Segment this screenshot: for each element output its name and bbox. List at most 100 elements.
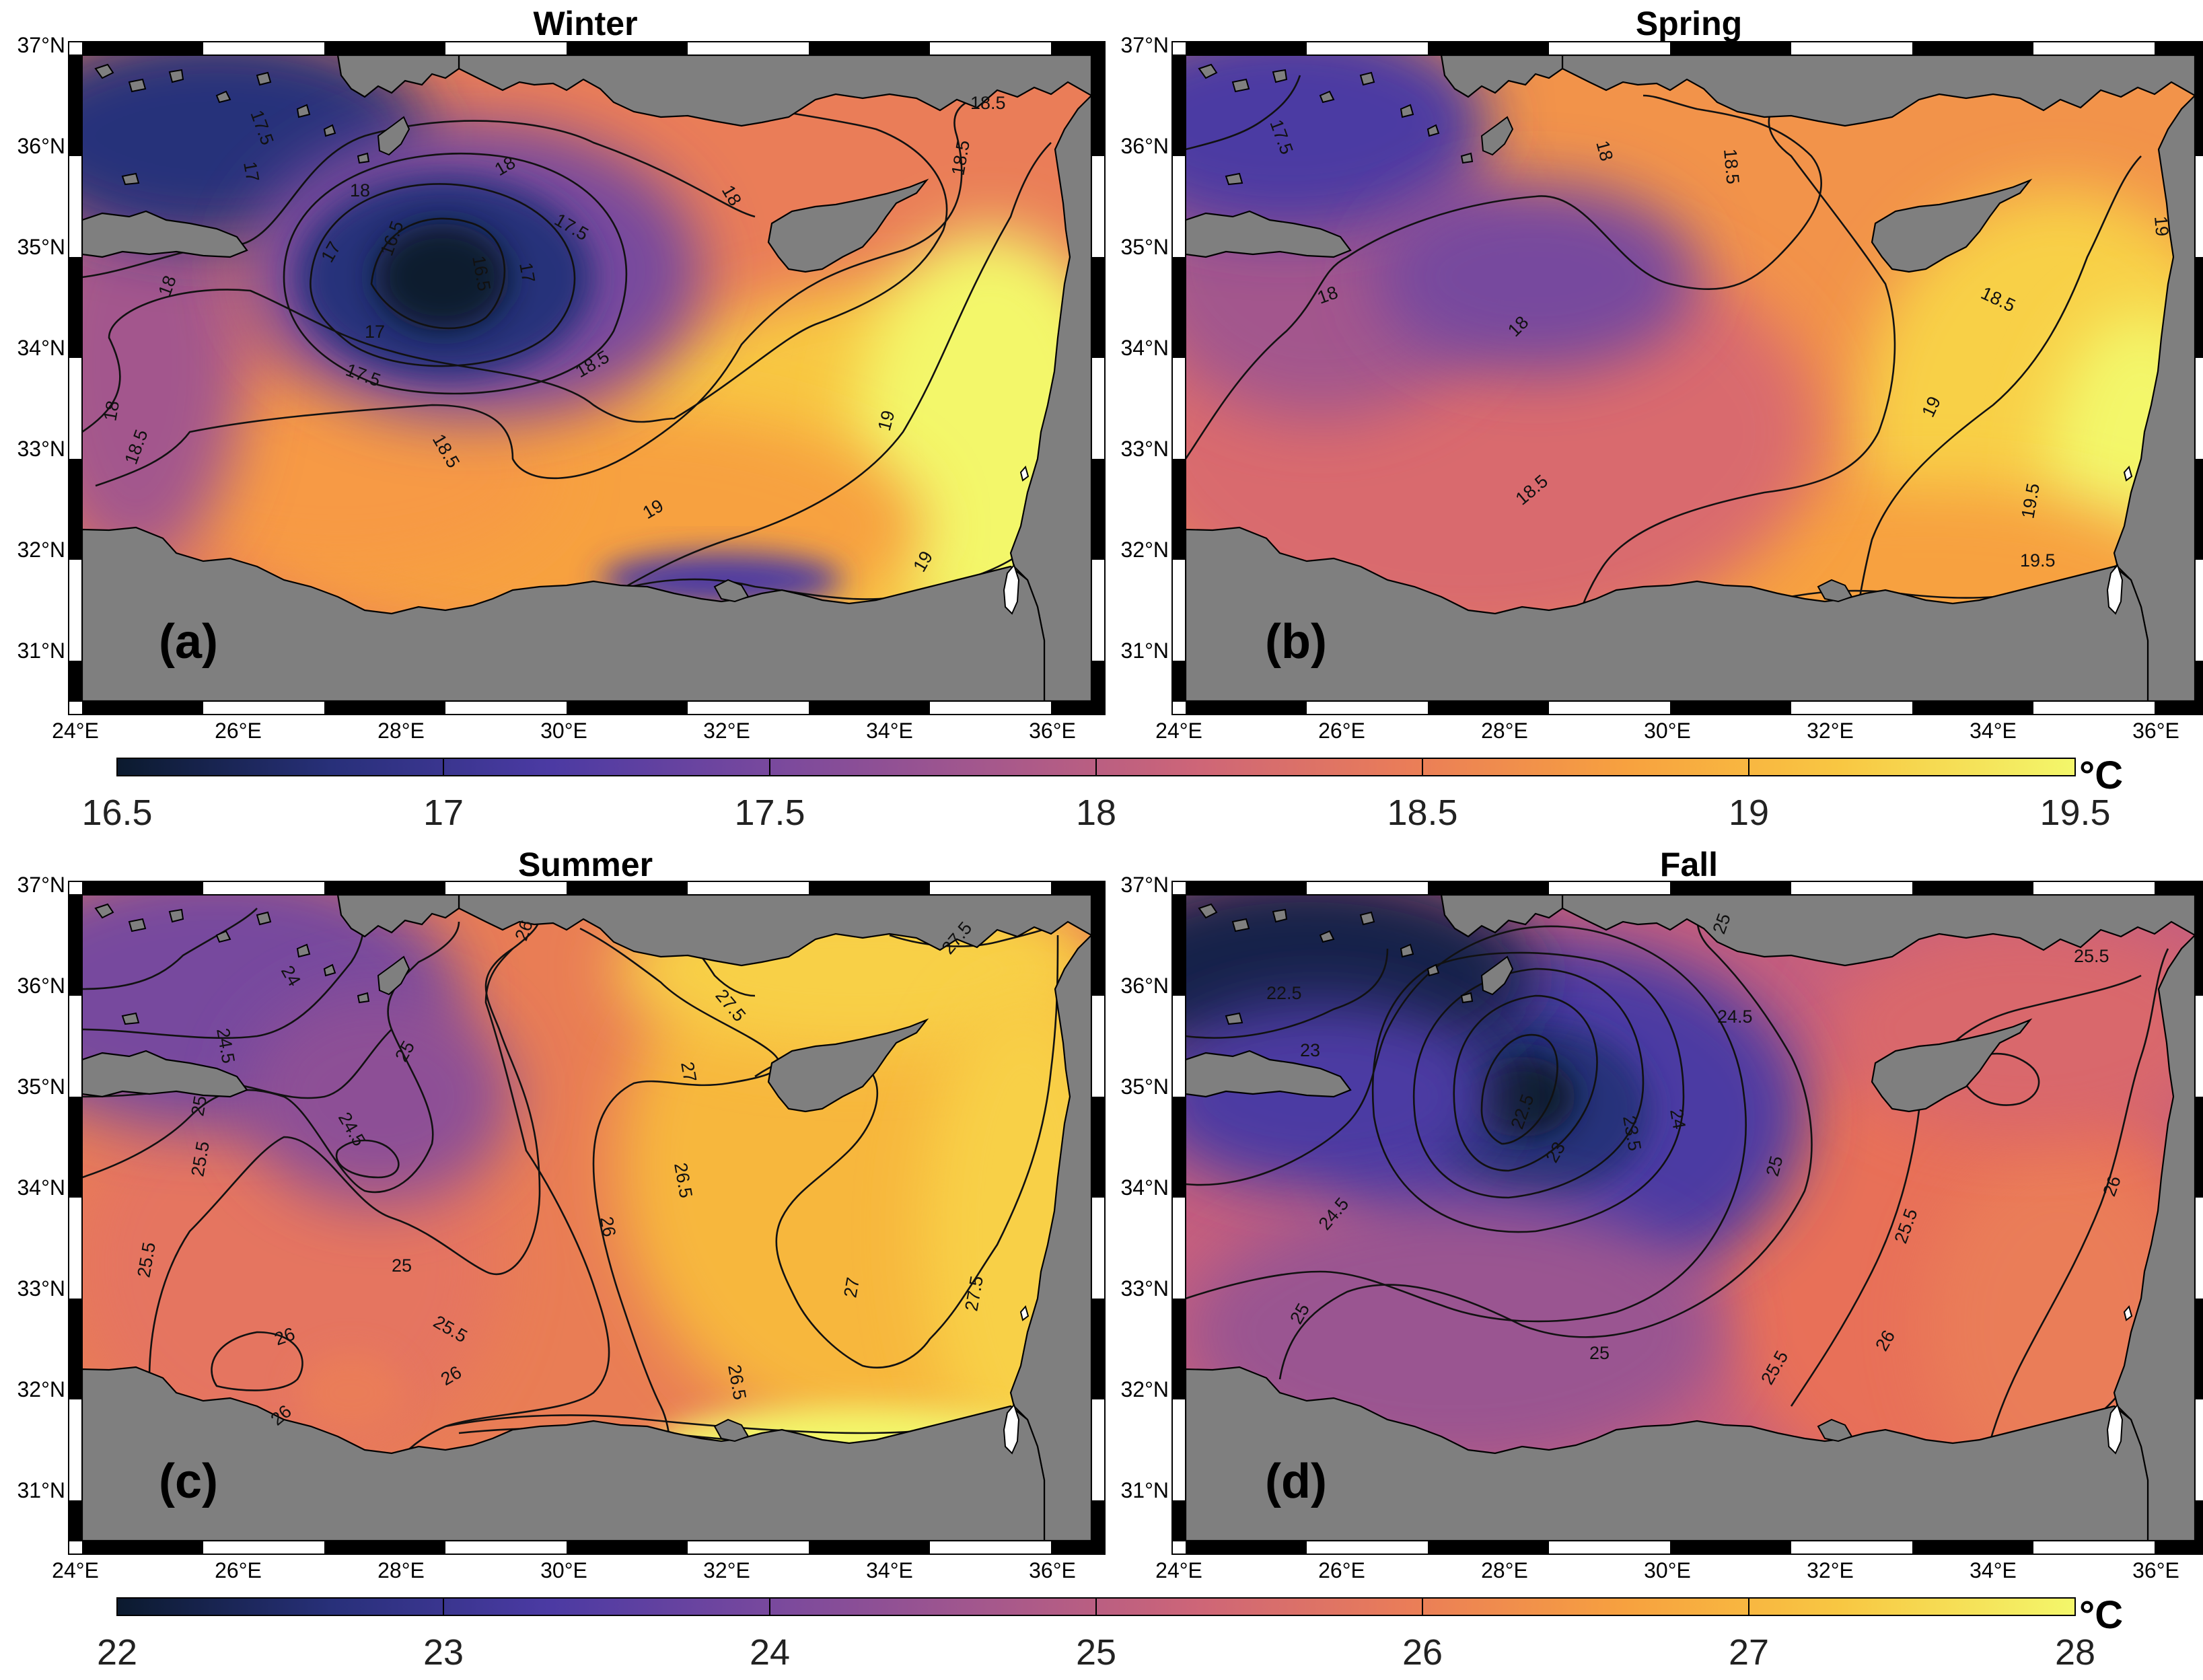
panel-label-a: (a) [159,615,218,669]
svg-text:18.5: 18.5 [970,93,1006,113]
svg-text:25: 25 [1076,1632,1116,1673]
panel-winter: Winter [17,5,1106,743]
svg-text:28°E: 28°E [377,719,425,743]
lat-ticks: 37°N 36°N 35°N 34°N 33°N 32°N 31°N [17,33,66,663]
svg-text:27: 27 [840,1276,863,1299]
map-frame [68,41,1106,715]
svg-text:18: 18 [100,399,123,423]
sst-field [1186,895,2195,1514]
svg-text:33°N: 33°N [17,1276,66,1301]
svg-text:27: 27 [677,1060,700,1084]
panel-label-d: (d) [1265,1455,1327,1508]
svg-text:37°N: 37°N [17,873,66,897]
map-frame [1171,881,2203,1555]
svg-text:26°E: 26°E [215,1558,262,1582]
svg-text:17: 17 [240,160,263,184]
svg-text:37°N: 37°N [1121,873,1169,897]
svg-text:35°N: 35°N [1121,235,1169,259]
lat-ticks: 37°N 36°N 35°N 34°N 33°N 32°N 31°N [17,873,66,1502]
svg-text:34°E: 34°E [866,1558,913,1582]
svg-text:18.5: 18.5 [1387,793,1457,833]
svg-text:30°E: 30°E [1644,719,1691,743]
svg-text:32°N: 32°N [17,538,66,562]
svg-text:26°E: 26°E [1318,1558,1365,1582]
map-frame [1171,41,2203,715]
svg-text:33°N: 33°N [17,437,66,461]
lat-ticks: 37°N 36°N 35°N 34°N 33°N 32°N 31°N [1121,873,1169,1502]
svg-text:36°N: 36°N [1121,974,1169,998]
panel-label-c: (c) [159,1455,218,1508]
svg-text:23: 23 [1300,1040,1320,1060]
colorbar-ticks: 22 23 24 25 26 27 28 [97,1632,2095,1673]
svg-text:37°N: 37°N [17,33,66,57]
svg-text:31°N: 31°N [1121,1478,1169,1502]
svg-text:26°E: 26°E [215,719,262,743]
map-frame [68,881,1106,1555]
svg-text:26°E: 26°E [1318,719,1365,743]
svg-text:25: 25 [187,1094,211,1118]
svg-text:18.5: 18.5 [1720,148,1743,185]
svg-text:30°E: 30°E [540,719,587,743]
svg-text:25: 25 [392,1255,412,1276]
contours [82,908,1065,1541]
svg-text:24°E: 24°E [52,719,99,743]
panel-summer: Summer [17,846,1106,1582]
lon-ticks: 24°E 26°E 28°E 30°E 32°E 34°E 36°E [1155,1558,2179,1582]
svg-text:24: 24 [1666,1107,1690,1131]
svg-text:35°N: 35°N [1121,1074,1169,1099]
svg-text:22: 22 [97,1632,137,1673]
sst-field [82,55,1091,661]
svg-text:34°E: 34°E [1970,1558,2017,1582]
svg-text:32°E: 32°E [703,1558,750,1582]
svg-text:34°E: 34°E [1970,719,2017,743]
svg-text:19.5: 19.5 [2020,550,2056,571]
svg-text:24°E: 24°E [1155,719,1202,743]
svg-text:36°N: 36°N [17,134,66,158]
svg-text:34°N: 34°N [17,336,66,360]
colorbar-unit: °C [2079,1593,2123,1637]
svg-text:17: 17 [515,261,539,285]
svg-text:24.5: 24.5 [1717,1007,1753,1027]
svg-text:18: 18 [1076,793,1116,833]
svg-text:36°E: 36°E [1029,719,1076,743]
colorbar-unit: °C [2079,754,2123,797]
panel-title: Winter [533,5,637,42]
svg-text:36°E: 36°E [2132,1558,2179,1582]
svg-text:31°N: 31°N [17,638,66,663]
svg-text:17: 17 [365,322,385,342]
svg-text:37°N: 37°N [1121,33,1169,57]
svg-text:34°N: 34°N [17,1175,66,1200]
svg-text:35°N: 35°N [17,235,66,259]
svg-text:30°E: 30°E [1644,1558,1691,1582]
svg-text:36°E: 36°E [2132,719,2179,743]
svg-text:24°E: 24°E [52,1558,99,1582]
svg-text:17.5: 17.5 [734,793,805,833]
svg-text:24°E: 24°E [1155,1558,1202,1582]
svg-text:36°E: 36°E [1029,1558,1076,1582]
svg-text:35°N: 35°N [17,1074,66,1099]
lon-ticks: 24°E 26°E 28°E 30°E 32°E 34°E 36°E [52,1558,1076,1582]
svg-text:19.5: 19.5 [2039,793,2110,833]
svg-text:26: 26 [1402,1632,1443,1673]
lon-ticks: 24°E 26°E 28°E 30°E 32°E 34°E 36°E [52,719,1076,743]
svg-text:16.5: 16.5 [81,793,152,833]
svg-text:32°N: 32°N [1121,538,1169,562]
svg-text:34°N: 34°N [1121,1175,1169,1200]
svg-text:34°E: 34°E [866,719,913,743]
colorbar-bottom: °C 22 23 24 25 26 27 28 [97,1593,2123,1673]
svg-text:28: 28 [2055,1632,2095,1673]
panel-label-b: (b) [1265,615,1327,669]
svg-text:19: 19 [2151,215,2173,238]
colorbar-ticks: 16.5 17 17.5 18 18.5 19 19.5 [81,793,2110,833]
svg-text:19: 19 [1729,793,1769,833]
svg-text:17: 17 [423,793,464,833]
svg-text:26: 26 [596,1215,620,1239]
sst-field [82,895,1091,1487]
svg-text:28°E: 28°E [1481,719,1528,743]
svg-text:36°N: 36°N [1121,134,1169,158]
panel-title: Summer [518,846,653,883]
svg-text:32°E: 32°E [1807,719,1854,743]
svg-text:23: 23 [423,1632,464,1673]
svg-text:22.5: 22.5 [1266,983,1302,1003]
